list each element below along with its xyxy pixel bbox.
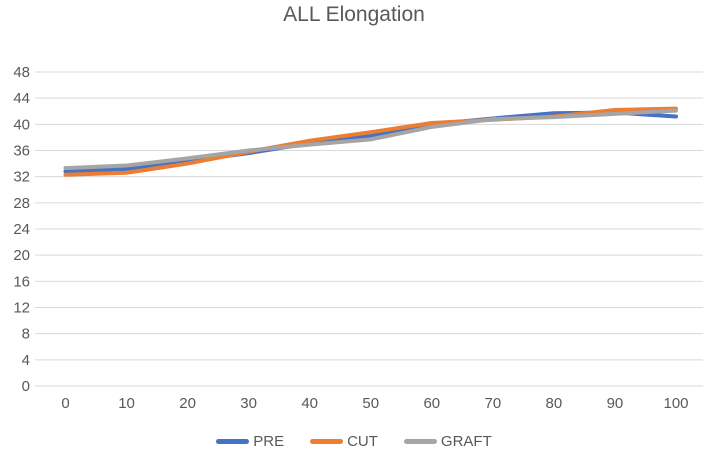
y-axis-label: 32 [13,169,30,186]
legend: PRE CUT GRAFT [0,433,708,450]
x-axis-label: 30 [240,395,257,412]
legend-item-cut: CUT [310,433,378,450]
x-axis-label: 20 [179,395,196,412]
y-axis-label: 28 [13,195,30,212]
y-axis-label: 16 [13,273,30,290]
legend-label-cut: CUT [347,433,378,450]
legend-swatch-pre [216,439,250,444]
y-axis-label: 0 [22,378,30,395]
x-axis-label: 100 [663,395,688,412]
y-axis-label: 44 [13,90,30,107]
y-axis-label: 12 [13,300,30,317]
legend-item-graft: GRAFT [403,433,492,450]
series-line-graft [63,108,678,171]
y-axis-label: 8 [22,326,30,343]
y-axis-label: 20 [13,247,30,264]
legend-label-graft: GRAFT [440,433,492,450]
chart-title: ALL Elongation [283,3,425,26]
x-axis-label: 60 [423,395,440,412]
x-axis-label: 50 [362,395,379,412]
y-axis-label: 24 [13,221,30,238]
y-axis-label: 40 [13,116,30,133]
y-axis-label: 4 [22,352,30,369]
x-axis-label: 10 [118,395,135,412]
x-axis-label: 90 [607,395,624,412]
x-axis-label: 70 [485,395,502,412]
x-axis-label: 40 [301,395,318,412]
y-axis-label: 36 [13,143,30,160]
legend-swatch-cut [310,439,344,444]
x-axis-label: 80 [546,395,563,412]
y-axis-label: 48 [13,64,30,81]
legend-swatch-graft [403,439,437,444]
legend-item-pre: PRE [216,433,284,450]
legend-label-pre: PRE [253,433,285,450]
x-axis-label: 0 [61,395,69,412]
